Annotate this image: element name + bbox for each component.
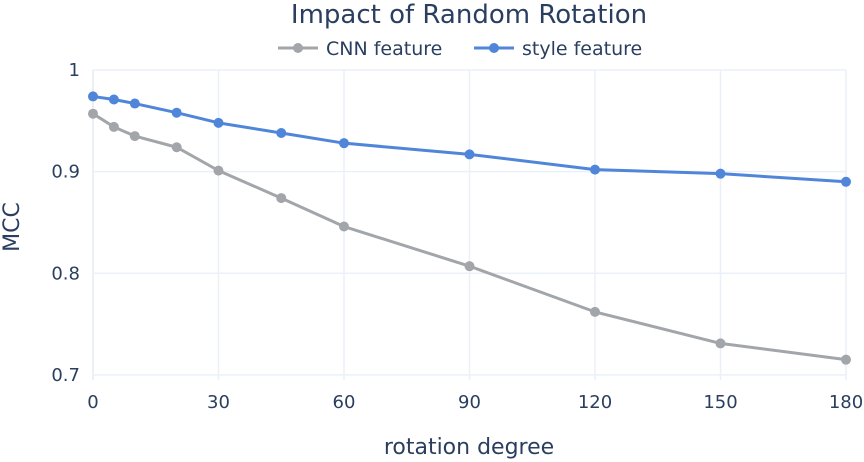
data-point — [129, 98, 140, 109]
chart-title: Impact of Random Rotation — [291, 0, 647, 30]
x-axis-ticks: 0 30 60 90 120 150 180 — [87, 392, 863, 413]
x-axis-title: rotation degree — [384, 435, 554, 460]
y-tick-label: 0.7 — [51, 365, 80, 386]
data-point — [171, 142, 182, 153]
data-point — [841, 176, 851, 187]
data-point — [715, 338, 726, 349]
data-point — [339, 138, 349, 149]
data-point — [88, 91, 98, 102]
legend-label: style feature — [522, 38, 642, 60]
legend: CNN feature style feature — [278, 38, 642, 60]
data-point — [171, 107, 182, 118]
data-point — [129, 131, 140, 142]
legend-label: CNN feature — [326, 38, 442, 60]
x-tick-label: 120 — [578, 392, 612, 413]
series-style-feature — [88, 91, 851, 187]
data-point — [276, 128, 287, 139]
data-point — [590, 164, 600, 175]
legend-swatch-marker — [293, 43, 303, 53]
x-tick-label: 180 — [829, 392, 863, 413]
data-point — [464, 149, 475, 160]
y-tick-label: 1 — [69, 60, 80, 81]
legend-item[interactable]: CNN feature — [278, 38, 442, 60]
data-point — [590, 306, 600, 317]
data-point — [841, 354, 851, 365]
data-point — [108, 94, 119, 105]
data-point — [464, 261, 475, 272]
data-point — [339, 221, 349, 232]
series-cnn-feature — [88, 108, 851, 365]
x-tick-label: 60 — [333, 392, 356, 413]
legend-item[interactable]: style feature — [474, 38, 642, 60]
data-point — [276, 193, 287, 204]
gridlines — [92, 69, 847, 380]
x-tick-label: 150 — [703, 392, 737, 413]
y-tick-label: 0.8 — [51, 263, 80, 284]
data-point — [715, 168, 726, 179]
y-axis-title: MCC — [0, 202, 25, 252]
legend-swatch-marker — [489, 43, 499, 53]
series-layer — [88, 91, 851, 365]
y-tick-label: 0.9 — [51, 162, 80, 183]
data-point — [108, 121, 119, 132]
data-point — [88, 108, 98, 119]
x-tick-label: 0 — [87, 392, 98, 413]
data-point — [213, 117, 224, 128]
data-point — [213, 165, 224, 176]
x-tick-label: 30 — [207, 392, 230, 413]
y-axis-ticks: 0.7 0.8 0.9 1 — [51, 60, 80, 386]
x-tick-label: 90 — [458, 392, 481, 413]
